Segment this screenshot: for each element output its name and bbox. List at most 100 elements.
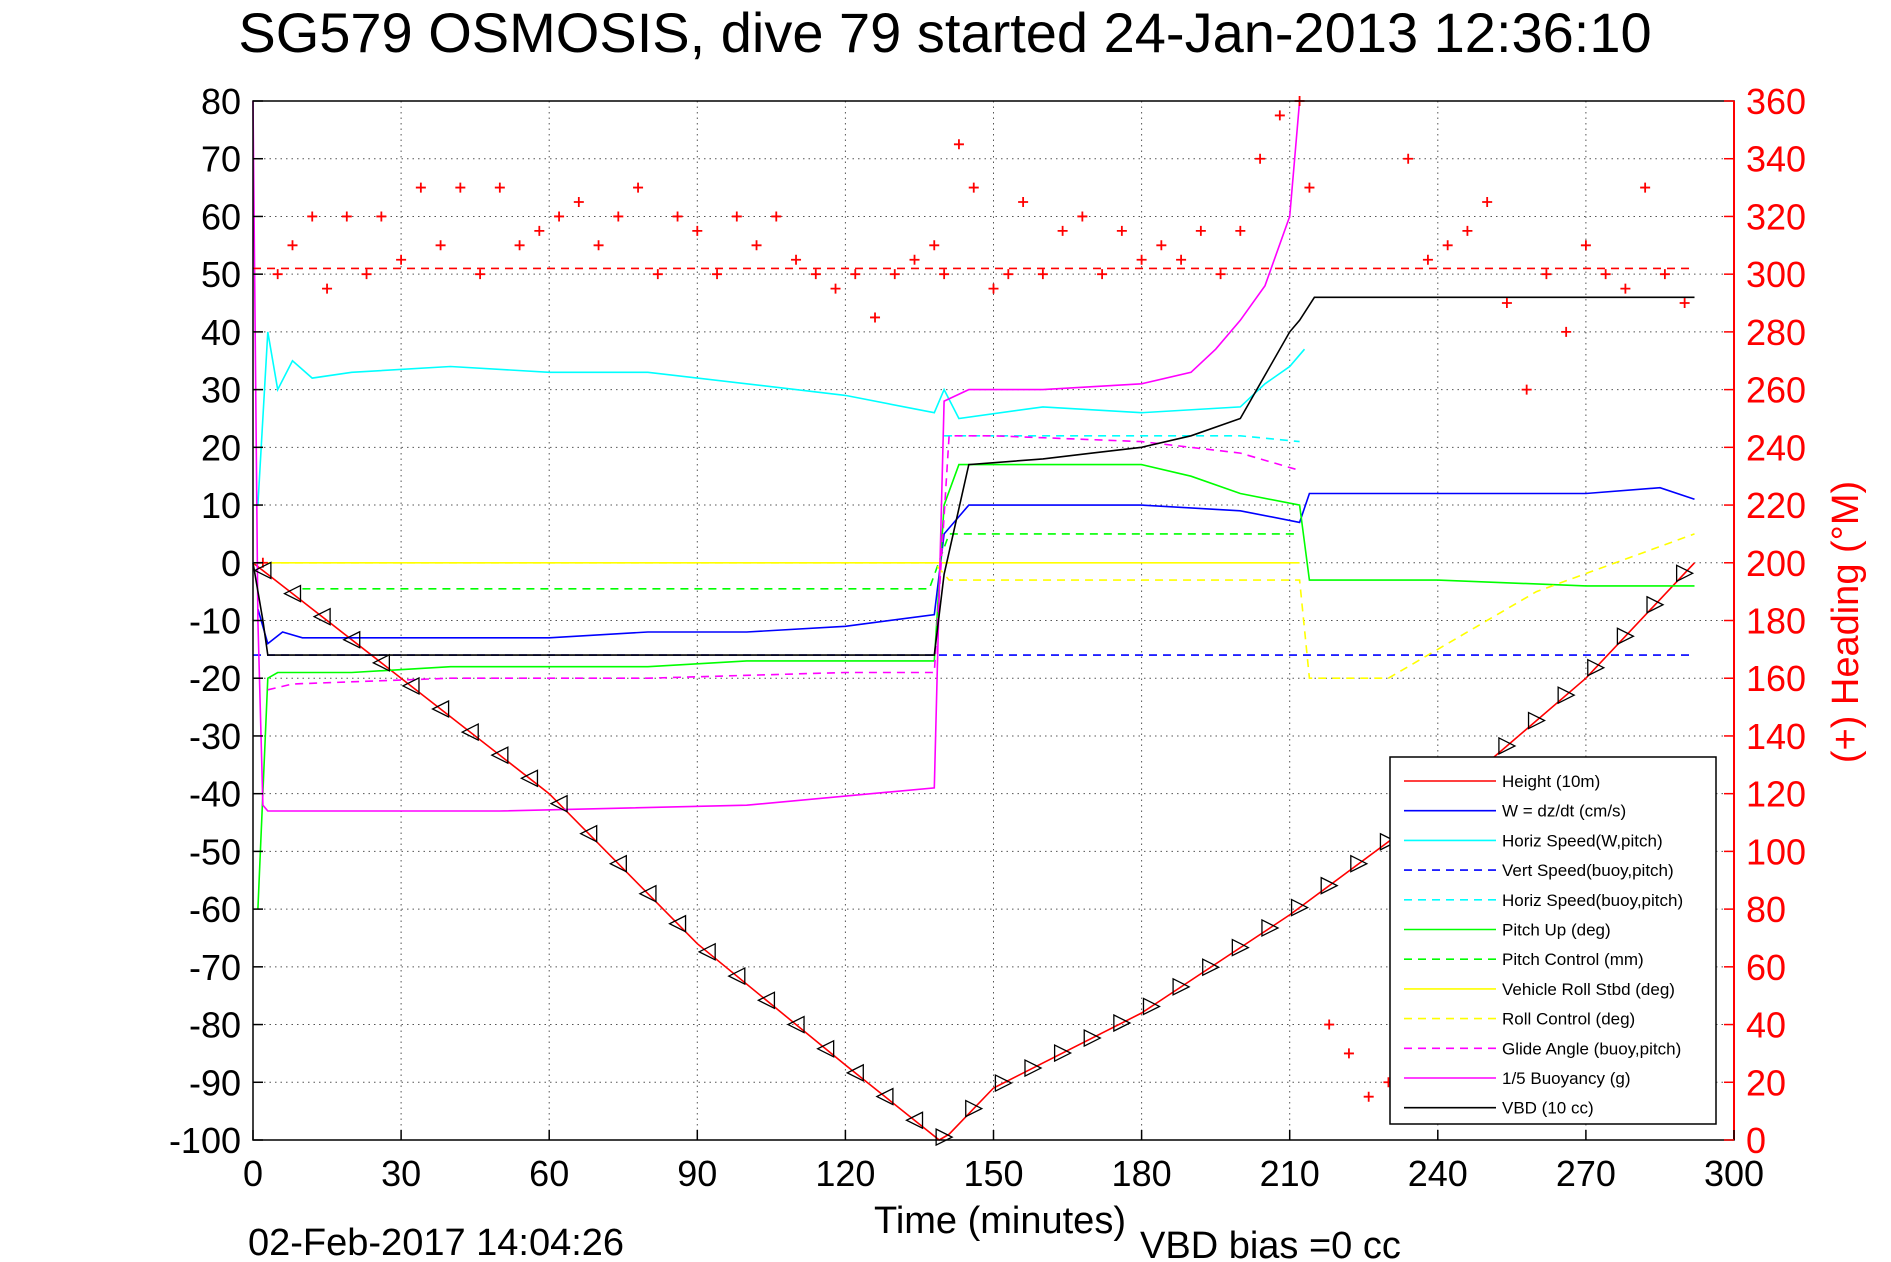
heading-series	[257, 96, 1690, 1102]
heading-point	[633, 182, 644, 193]
x-tick-label: 270	[1556, 1153, 1616, 1194]
heading-point	[1640, 182, 1651, 193]
heading-point	[1561, 326, 1572, 337]
y-tick-label: -30	[189, 716, 241, 757]
heading-point	[751, 240, 762, 251]
legend-label: VBD (10 cc)	[1502, 1099, 1594, 1118]
heading-point	[1403, 153, 1414, 164]
x-tick-label: 300	[1704, 1153, 1764, 1194]
y-tick-label: 50	[201, 254, 241, 295]
heading-point	[1195, 225, 1206, 236]
height-marker	[1646, 595, 1665, 614]
y-tick-label: 20	[201, 427, 241, 468]
heading-point	[1600, 269, 1611, 280]
right-tick-label: 0	[1746, 1120, 1766, 1161]
height-marker	[1498, 736, 1517, 756]
height-marker	[1290, 898, 1310, 917]
height-marker	[549, 794, 568, 813]
x-tick-label: 60	[529, 1153, 569, 1194]
legend: Height (10m) W = dz/dt (cm/s) Horiz Speed(…	[1389, 756, 1717, 1125]
legend-box	[1389, 756, 1717, 1125]
heading-point	[361, 269, 372, 280]
right-tick-label: 260	[1746, 370, 1806, 411]
y-tick-label: 70	[201, 139, 241, 180]
heading-point	[1482, 197, 1493, 208]
height-marker	[1379, 832, 1398, 851]
heading-point	[494, 182, 505, 193]
heading-point	[1235, 225, 1246, 236]
legend-label: Horiz Speed(buoy,pitch)	[1502, 891, 1683, 910]
heading-point	[322, 283, 333, 294]
height-marker	[1231, 938, 1250, 957]
y-tick-label: -100	[169, 1120, 241, 1161]
right-tick-label: 20	[1746, 1062, 1786, 1103]
heading-point	[870, 312, 881, 323]
y-tick-label: -60	[189, 889, 241, 930]
heading-point	[554, 211, 565, 222]
heading-point	[929, 240, 940, 251]
y-tick-label: 10	[201, 485, 241, 526]
right-tick-label: 60	[1746, 947, 1786, 988]
y-tick-label: 0	[221, 543, 241, 584]
right-tick-label: 100	[1746, 831, 1806, 872]
height-marker	[1053, 1043, 1073, 1063]
right-tick-label: 240	[1746, 427, 1806, 468]
height-marker	[786, 1015, 805, 1034]
right-tick-label: 220	[1746, 485, 1806, 526]
heading-point	[712, 269, 723, 280]
y-tick-label: -90	[189, 1062, 241, 1103]
legend-label: Horiz Speed(W,pitch)	[1502, 831, 1663, 850]
vbd-10-cc-line	[252, 296, 1695, 656]
heading-point	[1057, 225, 1068, 236]
heading-point	[830, 283, 841, 294]
y-tick-label: 30	[201, 370, 241, 411]
heading-point	[791, 254, 802, 265]
heading-point	[1136, 254, 1147, 265]
timestamp-footer: 02-Feb-2017 14:04:26	[248, 1222, 624, 1262]
height-marker	[1527, 711, 1546, 730]
height-marker	[1113, 1013, 1132, 1033]
legend-label: Vert Speed(buoy,pitch)	[1502, 861, 1674, 880]
heading-point	[771, 211, 782, 222]
height-marker	[490, 746, 509, 765]
heading-point	[475, 269, 486, 280]
heading-point	[1501, 298, 1512, 309]
x-tick-label: 180	[1112, 1153, 1172, 1194]
legend-label: Vehicle Roll Stbd (deg)	[1502, 980, 1675, 999]
heading-point	[1324, 1019, 1335, 1030]
heading-point	[593, 240, 604, 251]
heading-point	[1037, 269, 1048, 280]
legend-items: Height (10m) W = dz/dt (cm/s) Horiz Speed(…	[1404, 772, 1683, 1118]
heading-point	[1679, 298, 1690, 309]
heading-point	[692, 225, 703, 236]
series-group	[252, 96, 1696, 1147]
height-marker	[905, 1111, 924, 1130]
legend-label: W = dz/dt (cm/s)	[1502, 802, 1626, 821]
heading-point	[968, 182, 979, 193]
y-tick-label: -10	[189, 601, 241, 642]
height-marker	[283, 584, 302, 603]
legend-label: Pitch Control (mm)	[1502, 950, 1644, 969]
right-tick-label: 120	[1746, 774, 1806, 815]
height-marker	[1675, 564, 1695, 583]
y-tick-label: -20	[189, 658, 241, 699]
height-marker	[1261, 918, 1280, 938]
heading-point	[1422, 254, 1433, 265]
x-tick-label: 30	[381, 1153, 421, 1194]
chart-title: SG579 OSMOSIS, dive 79 started 24-Jan-20…	[238, 1, 1651, 64]
y-tick-label: -40	[189, 774, 241, 815]
heading-point	[1304, 182, 1315, 193]
y-axis-left: 80 70 60 50 40 30 20 10 0 -10 -20 -30 -40 -50 -60 -70 -8…	[169, 81, 263, 1161]
x-tick-label: 90	[677, 1153, 717, 1194]
height-marker	[1024, 1058, 1043, 1078]
height-marker	[1616, 627, 1635, 646]
height-marker	[1557, 686, 1576, 705]
heading-point	[1176, 254, 1187, 265]
right-tick-label: 200	[1746, 543, 1806, 584]
height-marker	[1083, 1028, 1102, 1048]
right-tick-label: 320	[1746, 196, 1806, 237]
height-marker	[845, 1063, 864, 1082]
heading-point	[1156, 240, 1167, 251]
right-tick-label: 140	[1746, 716, 1806, 757]
heading-point	[1116, 225, 1127, 236]
